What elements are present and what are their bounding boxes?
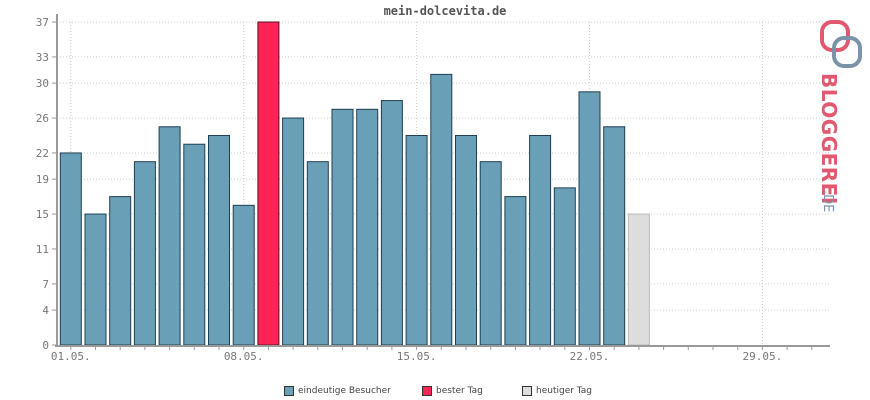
x-tick-label: 01.05. [51,350,91,363]
x-tick-label: 29.05. [743,350,783,363]
legend-label-unique-visitors: eindeutige Besucher [298,386,391,396]
y-tick-label: 30 [36,77,49,90]
bar-unique-visitors [306,161,329,346]
legend-swatch-unique-visitors [284,386,294,396]
y-tick-label: 0 [42,339,49,352]
bar-unique-visitors [380,100,403,346]
legend-item-today: heutiger Tag [522,386,592,396]
y-tick-label: 7 [42,278,49,291]
bar-unique-visitors [133,161,156,346]
y-tick-label: 33 [36,51,49,64]
legend-item-best-day: bester Tag [422,386,483,396]
legend-label-today: heutiger Tag [536,386,593,396]
x-tick-label: 22.05. [570,350,610,363]
bar-unique-visitors [553,187,576,346]
legend: eindeutige Besucher bester Tag heutiger … [0,386,870,400]
bar-unique-visitors [430,73,453,346]
bar-unique-visitors [208,134,230,346]
legend-item-unique-visitors: eindeutige Besucher [284,386,391,396]
y-tick-label: 22 [36,147,49,160]
legend-label-best-day: bester Tag [436,386,483,396]
bar-unique-visitors [578,91,601,346]
bar-unique-visitors [158,126,181,346]
bar-unique-visitors [183,143,206,346]
y-tick-label: 11 [36,243,49,256]
bloggerei-tld: .DE [820,190,835,212]
y-tick-label: 15 [36,208,49,221]
bar-unique-visitors [603,126,626,346]
y-tick-label: 37 [36,16,49,29]
bar-unique-visitors [282,117,305,346]
bar-unique-visitors [504,196,527,346]
y-tick-label: 26 [36,112,49,125]
bar-unique-visitors [59,152,82,346]
bar-unique-visitors [232,204,255,346]
bloggerei-wordmark: BLOGGEREI [817,73,841,205]
x-tick-label: 15.05. [397,350,437,363]
bar-today [627,213,650,346]
y-tick-label: 19 [36,173,49,186]
bar-unique-visitors [84,213,107,346]
bloggerei-logo: BLOGGEREI .DE [817,20,862,212]
bar-unique-visitors [405,134,428,346]
bar-unique-visitors [529,134,552,346]
x-tick-labels: 01.05. 08.05. 15.05. 22.05. 29.05. [51,350,782,363]
bar-unique-visitors [356,108,379,346]
bar-unique-visitors [331,108,354,346]
legend-swatch-today [522,386,532,396]
bloggerei-logo-icon [820,20,862,68]
y-tick-label: 4 [42,304,49,317]
chart-title: mein-dolcevita.de [383,4,507,18]
bar-unique-visitors [455,134,477,346]
bar-unique-visitors [109,196,132,346]
x-tick-label: 08.05. [224,350,264,363]
legend-swatch-best-day [422,386,432,396]
bar-unique-visitors [479,161,502,346]
bar-best-day [257,21,280,346]
axes [52,14,830,350]
bars [59,21,650,346]
y-tick-labels: 0 4 7 11 15 19 22 26 30 33 37 [36,16,50,352]
